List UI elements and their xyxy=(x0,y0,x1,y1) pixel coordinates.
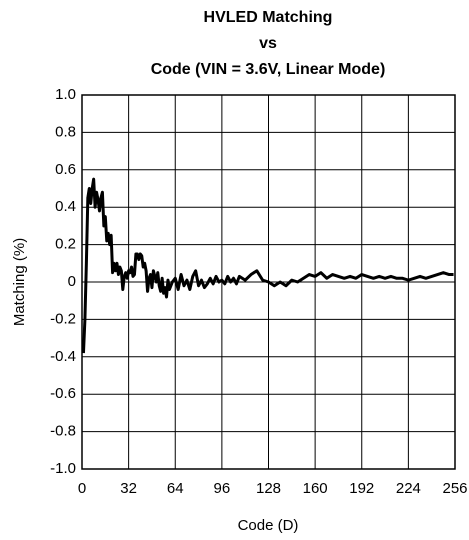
x-tick-label: 160 xyxy=(303,480,328,497)
x-tick-label: 256 xyxy=(442,480,467,497)
y-tick-label: -1.0 xyxy=(50,460,76,477)
y-axis-label: Matching (%) xyxy=(11,238,28,326)
x-tick-label: 0 xyxy=(78,480,86,497)
chart-title: Code (VIN = 3.6V, Linear Mode) xyxy=(151,61,386,78)
y-tick-label: 0.4 xyxy=(55,198,76,215)
plot-frame xyxy=(81,94,456,470)
y-tick-label: -0.2 xyxy=(50,310,76,327)
x-tick-label: 96 xyxy=(214,480,231,497)
y-tick-label: 0.8 xyxy=(55,123,76,140)
data-line xyxy=(81,177,454,354)
y-tick-label: -0.4 xyxy=(50,348,76,365)
x-tick-label: 192 xyxy=(349,480,374,497)
chart-title: vs xyxy=(259,35,277,52)
x-tick-label: 224 xyxy=(396,480,421,497)
x-tick-label: 128 xyxy=(256,480,281,497)
y-tick-label: -0.8 xyxy=(50,423,76,440)
chart-title: HVLED Matching xyxy=(204,9,333,26)
x-axis-label: Code (D) xyxy=(238,517,299,534)
y-tick-label: 0 xyxy=(68,273,76,290)
x-tick-label: 32 xyxy=(120,480,137,497)
y-tick-label: 1.0 xyxy=(55,86,76,103)
y-tick-label: 0.2 xyxy=(55,236,76,253)
x-tick-label: 64 xyxy=(167,480,184,497)
y-tick-label: 0.6 xyxy=(55,161,76,178)
y-tick-label: -0.6 xyxy=(50,385,76,402)
